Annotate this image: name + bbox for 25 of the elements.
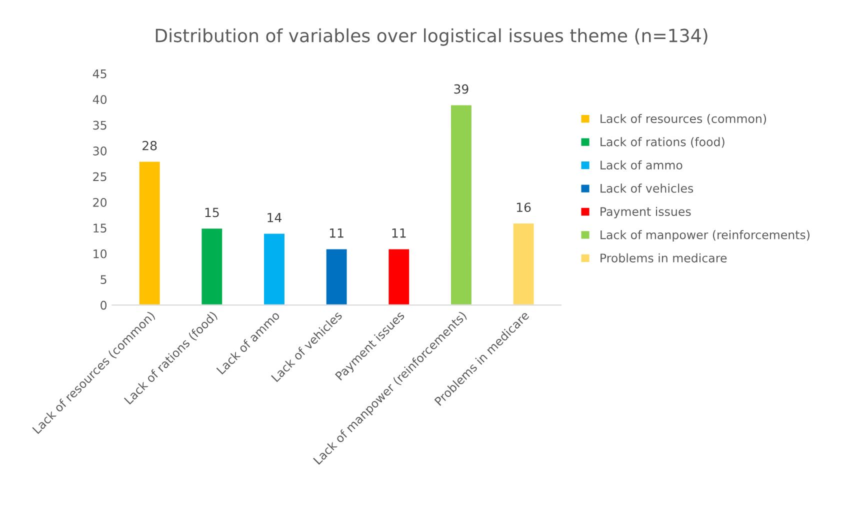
data-label: 14	[268, 213, 282, 222]
legend-label: Problems in medicare	[600, 253, 727, 262]
data-label: 11	[330, 228, 344, 238]
legend-label: Lack of ammo	[600, 160, 682, 170]
y-tick-label: 40	[92, 95, 107, 104]
y-tick-label: 35	[93, 120, 106, 130]
legend-label: Lack of resources (common)	[600, 114, 766, 124]
legend-label: Payment issues	[600, 206, 691, 218]
y-tick-label: 20	[93, 198, 107, 207]
y-tick-label: 0	[100, 300, 107, 310]
y-tick-label: 45	[92, 70, 106, 78]
legend-label: Lack of vehicles	[600, 184, 694, 193]
y-tick-label: 25	[93, 172, 106, 182]
data-label: 11	[392, 228, 406, 238]
chart-title: Distribution of variables over logistical issues theme (n=134)	[156, 28, 708, 46]
data-label: 15	[205, 208, 219, 218]
legend-label: Lack of manpower (reinforcements)	[600, 230, 810, 242]
data-label: 16	[516, 202, 531, 212]
legend-label: Lack of rations (food)	[600, 137, 724, 148]
y-tick-label: 15	[94, 224, 106, 233]
data-label: 28	[142, 140, 157, 150]
y-tick-label: 30	[93, 146, 107, 156]
data-label: 39	[454, 84, 468, 94]
y-tick-label: 10	[94, 249, 107, 258]
y-tick-label: 5	[100, 275, 106, 284]
